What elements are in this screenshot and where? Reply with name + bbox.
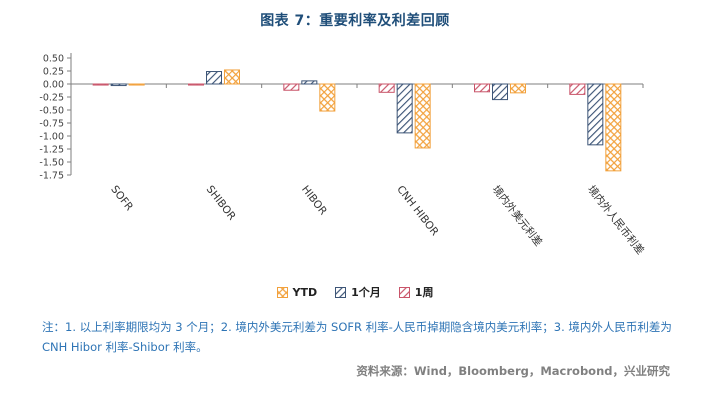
y-axis-label: -1.75 xyxy=(39,171,64,182)
y-axis-label: -1.00 xyxy=(39,132,64,143)
legend-label: 1个月 xyxy=(351,286,381,299)
bar-1周 xyxy=(569,83,586,95)
bar-1个月 xyxy=(587,83,604,146)
legend-swatch-1周 xyxy=(398,286,410,298)
bar-1周 xyxy=(92,83,109,86)
legend-item: 1周 xyxy=(398,284,434,300)
legend-item: 1个月 xyxy=(335,284,381,300)
legend-label: 1周 xyxy=(414,286,434,299)
figure-title: 图表 7：重要利率及利差回顾 xyxy=(260,13,450,29)
bar-1个月 xyxy=(206,71,222,85)
y-axis-label: 0.00 xyxy=(43,80,64,91)
bar-YTD xyxy=(224,69,240,85)
bar-1个月 xyxy=(396,83,413,134)
bar-1个月 xyxy=(492,83,508,101)
y-axis-label: 0.25 xyxy=(43,67,64,78)
x-axis-label: 境内外人民币利差 xyxy=(585,183,647,257)
x-axis-label: 境内外美元利差 xyxy=(490,183,545,249)
bar-1周 xyxy=(474,83,490,93)
legend-swatch-1个月 xyxy=(335,286,347,298)
bar-1个月 xyxy=(301,80,318,85)
figure-note: 注：1. 以上利率期限均为 3 个月；2. 境内外美元利差为 SOFR 利率-人… xyxy=(42,320,672,354)
bar-1周 xyxy=(283,83,300,91)
y-axis-label: -0.75 xyxy=(39,119,64,130)
y-axis-label: -1.25 xyxy=(39,145,64,156)
legend-item: YTD xyxy=(276,285,318,299)
legend-label: YTD xyxy=(292,285,318,299)
y-axis-label: -1.50 xyxy=(39,158,64,169)
bar-1周 xyxy=(188,83,204,86)
y-axis-label: -0.25 xyxy=(39,93,64,104)
bar-YTD xyxy=(510,83,526,94)
x-axis-label: SHIBOR xyxy=(204,183,238,222)
legend-swatch-YTD xyxy=(276,286,288,298)
bar-YTD xyxy=(319,83,336,112)
x-axis-label: HIBOR xyxy=(299,183,329,217)
bar-chart: 0.50 0.25 0.00 -0.25 -0.50 -0.75 -1.00 -1.25 -1.… xyxy=(39,53,647,257)
y-axis-label: -0.50 xyxy=(39,106,64,117)
bar-YTD xyxy=(414,83,431,149)
x-axis-label: SOFR xyxy=(108,183,135,213)
chart-area: 0.50 0.25 0.00 -0.25 -0.50 -0.75 -1.00 -1.25 -1.… xyxy=(25,44,710,276)
x-axis-label: CNH HIBOR xyxy=(394,183,440,238)
bar-YTD xyxy=(605,83,622,172)
bar-YTD xyxy=(128,83,145,86)
bar-1个月 xyxy=(110,83,127,87)
figure-source: 资料来源：Wind，Bloomberg，Macrobond，兴业研究 xyxy=(356,364,670,379)
y-axis-label: 0.50 xyxy=(43,54,64,65)
chart-legend: YTD 1个月 1周 xyxy=(0,284,710,300)
bar-1周 xyxy=(378,83,395,93)
report-figure: 图表 7：重要利率及利差回顾 0.50 0.25 0.00 -0.25 -0.50 -0.… xyxy=(0,13,710,379)
